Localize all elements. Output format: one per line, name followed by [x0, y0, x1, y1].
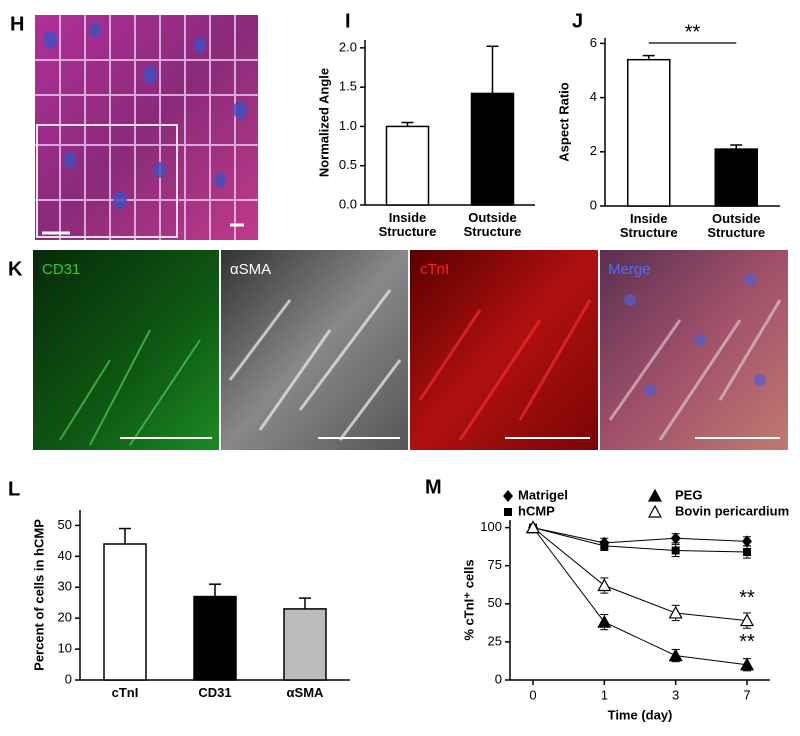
y-tick-label: 0 [590, 197, 597, 212]
panel-label: L [8, 478, 20, 500]
y-tick-label: 0.0 [339, 196, 357, 211]
panel-label: M [425, 476, 442, 498]
y-tick-label: 75 [488, 557, 502, 572]
x-tick-label: Inside Structure [379, 210, 437, 239]
series-line [532, 527, 748, 666]
legend-marker [647, 504, 663, 518]
panel-label: H [10, 13, 24, 35]
legend-label: Matrigel [518, 487, 568, 502]
point [668, 648, 683, 662]
x-tick-label: 1 [601, 687, 608, 702]
point [670, 532, 681, 545]
y-tick-label: 0 [65, 671, 72, 686]
significance-label: ** [685, 21, 701, 43]
bar [385, 125, 430, 206]
point [597, 578, 612, 592]
x-tick-label: αSMA [287, 685, 324, 700]
x-tick-label: Inside Structure [620, 211, 678, 240]
image-h [35, 15, 258, 240]
point [739, 657, 755, 671]
point [739, 613, 755, 627]
image-k [33, 250, 788, 450]
image-label: cTnI [420, 261, 449, 278]
series-line [532, 527, 748, 553]
y-tick-label: 1.5 [339, 79, 357, 94]
y-tick-label: 50 [58, 517, 72, 532]
significance-label: ** [739, 587, 755, 609]
point [742, 535, 752, 548]
y-axis-label: Percent of cells in hCMP [31, 519, 46, 671]
point [668, 605, 683, 619]
y-tick-label: 30 [58, 579, 72, 594]
y-tick-label: 1.0 [339, 118, 357, 133]
panel-label: K [8, 258, 23, 280]
y-tick-label: 10 [58, 641, 72, 656]
x-tick-label: Outside Structure [707, 211, 765, 240]
bar [470, 92, 515, 206]
y-tick-label: 0 [495, 671, 502, 686]
legend-marker [647, 488, 663, 502]
point [743, 548, 751, 556]
panel-label: I [345, 10, 351, 32]
bar [627, 58, 671, 207]
y-tick-label: 4 [590, 89, 597, 104]
series-line [532, 527, 748, 622]
image-label: CD31 [42, 261, 80, 278]
y-tick-label: 2 [590, 143, 597, 158]
point [600, 541, 609, 550]
legend-label: Bovin pericardium [675, 503, 789, 518]
y-axis-label: Normalized Angle [316, 68, 331, 177]
bar [714, 148, 758, 207]
image-label: αSMA [230, 261, 271, 278]
bar [193, 595, 237, 681]
y-tick-label: 25 [488, 633, 502, 648]
y-tick-label: 20 [58, 610, 72, 625]
y-tick-label: 6 [590, 35, 597, 50]
x-tick-label: 7 [743, 687, 750, 702]
x-tick-label: Outside Structure [464, 210, 522, 239]
y-axis-label: Aspect Ratio [556, 82, 571, 162]
y-axis-label: % cTnI⁺ cells [461, 559, 476, 640]
image-label: Merge [608, 261, 651, 278]
y-tick-label: 40 [58, 548, 72, 563]
x-axis-label: Time (day) [608, 707, 673, 722]
x-tick-label: cTnI [112, 685, 139, 700]
bar [103, 543, 147, 681]
series-line [532, 527, 748, 544]
legend-marker [504, 508, 512, 516]
x-tick-label: CD31 [198, 685, 231, 700]
y-tick-label: 50 [488, 595, 502, 610]
point [671, 546, 680, 555]
legend-label: hCMP [518, 503, 555, 518]
y-tick-label: 0.5 [339, 157, 357, 172]
point [525, 520, 541, 534]
legend-marker [503, 490, 513, 502]
y-tick-label: 2.0 [339, 39, 357, 54]
point [597, 614, 612, 628]
significance-label: ** [739, 631, 755, 653]
x-tick-label: 0 [529, 687, 536, 702]
y-tick-label: 100 [480, 519, 502, 534]
legend-label: PEG [675, 487, 702, 502]
bar [283, 608, 327, 681]
panel-label: J [572, 10, 583, 32]
x-tick-label: 3 [672, 687, 679, 702]
